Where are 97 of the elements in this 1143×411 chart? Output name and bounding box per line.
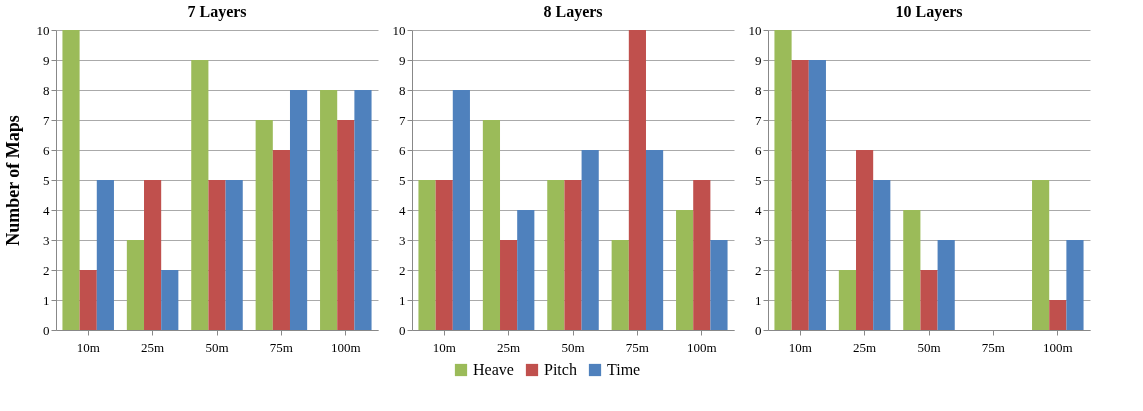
y-tick-label: 4 <box>399 202 406 218</box>
legend-label: Time <box>607 361 641 378</box>
bar <box>710 240 728 330</box>
y-tick-label: 8 <box>399 82 406 98</box>
bar <box>208 180 226 330</box>
x-tick-label: 25m <box>853 339 877 355</box>
x-tick-label: 10m <box>76 339 100 355</box>
y-tick-label: 0 <box>43 322 50 338</box>
bar <box>79 270 97 330</box>
bar <box>1049 300 1067 330</box>
bar <box>611 240 629 330</box>
bar <box>873 180 891 330</box>
bar <box>272 150 290 330</box>
y-tick-label: 1 <box>399 292 406 308</box>
y-tick-label: 3 <box>399 232 406 248</box>
bar <box>920 270 938 330</box>
y-tick-label: 7 <box>399 112 406 128</box>
y-tick-label: 0 <box>399 322 406 338</box>
bar <box>289 90 308 330</box>
x-tick-label: 25m <box>497 339 521 355</box>
y-tick-label: 3 <box>755 232 762 248</box>
bar <box>126 240 145 330</box>
bar <box>62 30 80 330</box>
bar <box>1066 240 1084 330</box>
bar <box>903 210 921 330</box>
bar <box>96 180 114 330</box>
y-tick-label: 2 <box>399 262 406 278</box>
bar <box>225 180 243 330</box>
bar <box>791 60 809 330</box>
chart-title: 8 Layers <box>543 3 603 21</box>
y-tick-label: 8 <box>43 82 50 98</box>
bar <box>418 180 436 330</box>
y-tick-label: 6 <box>43 142 50 158</box>
bar <box>1032 180 1050 330</box>
y-tick-label: 10 <box>36 22 50 38</box>
x-tick-label: 10m <box>788 339 812 355</box>
bar <box>581 150 599 330</box>
bar <box>676 210 694 330</box>
bar <box>337 120 355 330</box>
bar <box>517 210 535 330</box>
y-axis-title: Number of Maps <box>2 115 23 246</box>
x-tick-label: 100m <box>1042 339 1073 355</box>
y-tick-label: 7 <box>43 112 50 128</box>
bar <box>482 120 501 330</box>
y-tick-label: 4 <box>43 202 50 218</box>
bar <box>808 60 826 330</box>
bar <box>564 180 582 330</box>
y-tick-label: 8 <box>755 82 762 98</box>
y-tick-label: 5 <box>399 172 406 188</box>
y-tick-label: 5 <box>755 172 762 188</box>
bar <box>320 90 338 330</box>
x-tick-label: 10m <box>432 339 456 355</box>
x-tick-label: 50m <box>205 339 229 355</box>
x-tick-label: 100m <box>686 339 717 355</box>
bar <box>547 180 565 330</box>
x-tick-label: 75m <box>269 339 293 355</box>
bar <box>628 30 646 330</box>
bar <box>255 120 273 330</box>
legend-label: Heave <box>473 361 514 378</box>
bar <box>645 150 664 330</box>
bar <box>435 180 453 330</box>
bar <box>937 240 955 330</box>
y-tick-label: 1 <box>755 292 762 308</box>
y-tick-label: 1 <box>43 292 50 308</box>
y-tick-label: 3 <box>43 232 50 248</box>
x-tick-label: 50m <box>561 339 585 355</box>
legend-label: Pitch <box>544 361 577 378</box>
bar <box>452 90 470 330</box>
bar <box>838 270 857 330</box>
bar <box>354 90 372 330</box>
y-tick-label: 0 <box>755 322 762 338</box>
bar <box>774 30 792 330</box>
x-tick-label: 100m <box>330 339 361 355</box>
x-tick-label: 25m <box>141 339 165 355</box>
y-tick-label: 4 <box>755 202 762 218</box>
bar <box>191 60 209 330</box>
bar <box>161 270 179 330</box>
y-tick-label: 10 <box>748 22 762 38</box>
y-tick-label: 5 <box>43 172 50 188</box>
y-tick-label: 9 <box>399 52 406 68</box>
y-tick-label: 6 <box>755 142 762 158</box>
bar <box>856 150 874 330</box>
x-tick-label: 50m <box>917 339 941 355</box>
y-tick-label: 6 <box>399 142 406 158</box>
bar <box>500 240 518 330</box>
bar <box>144 180 162 330</box>
chart-title: 10 Layers <box>895 3 963 21</box>
x-tick-label: 75m <box>981 339 1005 355</box>
y-tick-label: 10 <box>392 22 406 38</box>
y-tick-label: 7 <box>755 112 762 128</box>
y-tick-label: 9 <box>755 52 762 68</box>
y-tick-label: 2 <box>755 262 762 278</box>
y-tick-label: 2 <box>43 262 50 278</box>
y-tick-label: 9 <box>43 52 50 68</box>
chart-title: 7 Layers <box>187 3 247 21</box>
x-tick-label: 75m <box>625 339 649 355</box>
bar <box>693 180 711 330</box>
